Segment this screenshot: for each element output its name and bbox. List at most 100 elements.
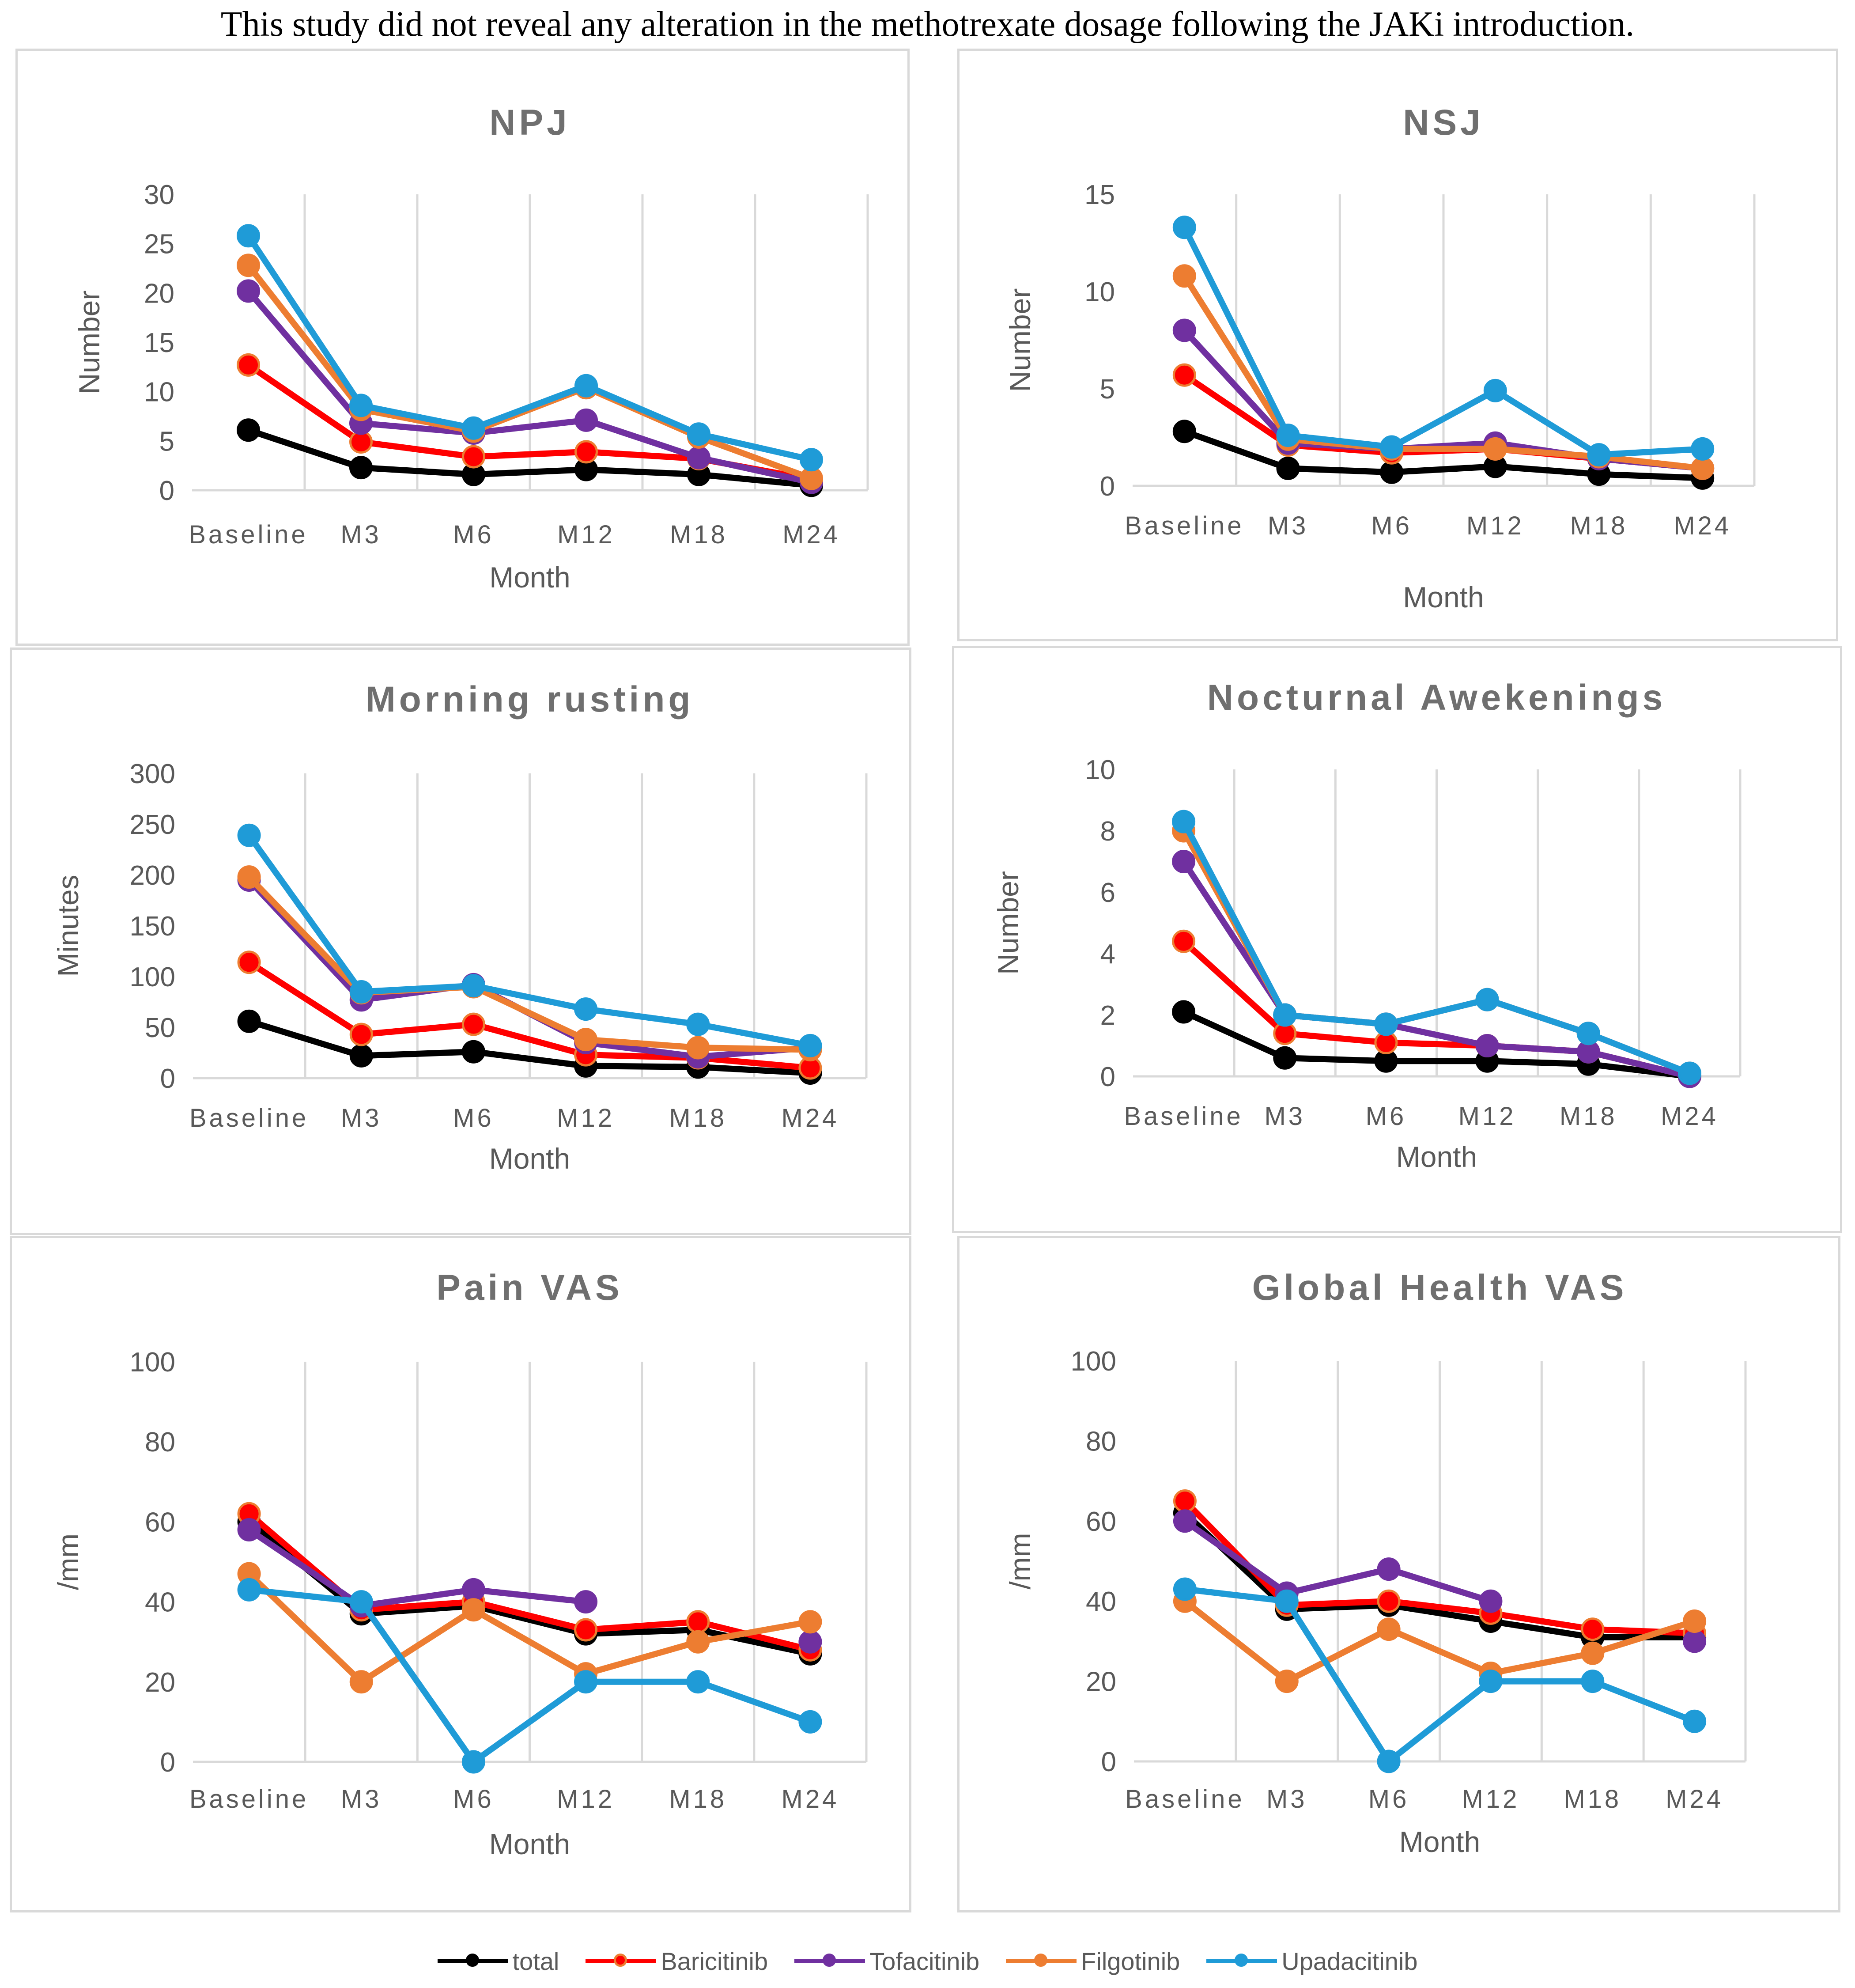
- legend-swatch: [1006, 1954, 1077, 1967]
- data-point-upadacitinib: [1275, 1589, 1299, 1613]
- x-tick-label: M3: [340, 520, 382, 549]
- legend-label: Upadacitinib: [1281, 1947, 1418, 1975]
- chart-title: Morning rusting: [365, 679, 694, 719]
- x-tick-label: Baseline: [1125, 511, 1244, 540]
- y-tick-label: 25: [144, 229, 174, 260]
- data-point-baricitinib: [574, 1618, 598, 1642]
- data-point-tofacitinib: [1479, 1589, 1503, 1613]
- y-tick-label: 80: [1086, 1426, 1116, 1457]
- y-tick-label: 250: [130, 810, 175, 840]
- data-point-upadacitinib: [687, 422, 710, 446]
- data-point-tofacitinib: [1172, 850, 1196, 873]
- legend-swatch: [1206, 1954, 1277, 1967]
- y-tick-label: 300: [130, 759, 175, 789]
- data-point-baricitinib: [1377, 1589, 1401, 1613]
- data-point-tofacitinib: [574, 408, 598, 432]
- series-line-total: [1182, 1510, 1698, 1640]
- data-point-baricitinib: [462, 445, 485, 469]
- x-tick-label: M12: [1458, 1102, 1516, 1131]
- legend-label: total: [512, 1947, 559, 1975]
- series-upadacitinib: [237, 1578, 822, 1774]
- data-point-filgotinib: [1172, 264, 1196, 288]
- x-tick-label: M6: [453, 1104, 494, 1132]
- data-point-baricitinib: [1172, 929, 1196, 953]
- chart-panel-pain-vas: Pain VAS 0 20 40 60 80 100 Baseline M3 M6 M12 M18 M2…: [10, 1236, 911, 1912]
- data-point-upadacitinib: [1683, 1709, 1707, 1733]
- data-point-filgotinib: [237, 254, 260, 277]
- series-line-total: [1181, 428, 1706, 481]
- data-point-upadacitinib: [1172, 810, 1196, 833]
- data-point-baricitinib: [686, 1610, 710, 1634]
- series-upadacitinib: [237, 823, 822, 1057]
- legend-item-tofacitinib: Tofacitinib: [794, 1947, 979, 1976]
- y-tick-label: 2: [1100, 1000, 1115, 1031]
- chart-title: Global Health VAS: [1252, 1268, 1628, 1308]
- x-tick-label: M18: [669, 1104, 727, 1132]
- series-line-total: [245, 427, 815, 488]
- legend-item-baricitinib: Baricitinib: [586, 1947, 768, 1976]
- y-tick-label: 100: [130, 962, 175, 992]
- x-tick-label: Baseline: [1125, 1785, 1244, 1814]
- data-point-upadacitinib: [1475, 988, 1499, 1011]
- chart-svg: Nocturnal Awekenings 0 2 4 6 8 10 Baseline M3 M6 M…: [992, 678, 1742, 1173]
- y-tick-label: 10: [144, 377, 174, 408]
- x-tick-label: M24: [782, 520, 840, 549]
- data-point-upadacitinib: [1479, 1670, 1503, 1693]
- y-tick-label: 10: [1085, 755, 1115, 785]
- y-tick-label: 40: [145, 1587, 175, 1618]
- y-tick-label: 200: [130, 860, 175, 891]
- chart-title: Pain VAS: [436, 1268, 623, 1308]
- data-point-upadacitinib: [1172, 216, 1196, 239]
- data-point-filgotinib: [574, 1028, 598, 1052]
- data-point-tofacitinib: [1172, 318, 1196, 342]
- data-point-tofacitinib: [237, 279, 260, 303]
- x-tick-label: M24: [1661, 1102, 1719, 1131]
- x-tick-label: M3: [341, 1785, 382, 1814]
- x-tick-label: M12: [557, 520, 615, 549]
- series-line-upadacitinib: [246, 1587, 813, 1765]
- series-line-upadacitinib: [1182, 1586, 1698, 1765]
- y-tick-label: 20: [145, 1667, 175, 1698]
- data-point-baricitinib: [461, 1012, 485, 1036]
- data-point-tofacitinib: [1173, 1509, 1197, 1533]
- data-point-upadacitinib: [237, 823, 261, 847]
- x-tick-label: M3: [341, 1104, 382, 1132]
- y-tick-label: 60: [145, 1507, 175, 1537]
- y-tick-label: 150: [130, 911, 175, 942]
- y-tick-label: 80: [145, 1427, 175, 1458]
- x-tick-label: Baseline: [189, 1785, 309, 1814]
- y-axis-label: /mm: [1004, 1533, 1036, 1589]
- y-tick-label: 5: [1100, 374, 1115, 405]
- data-point-upadacitinib: [574, 1670, 598, 1694]
- data-point-upadacitinib: [1377, 1749, 1401, 1773]
- series-upadacitinib: [1172, 810, 1701, 1085]
- data-point-upadacitinib: [461, 974, 485, 998]
- data-point-baricitinib: [237, 353, 260, 377]
- data-point-upadacitinib: [1691, 437, 1715, 461]
- data-point-baricitinib: [1172, 363, 1196, 387]
- data-point-upadacitinib: [462, 416, 485, 440]
- chart-svg: Morning rusting 0 50 100 150 200 250 300 Baselin…: [52, 679, 868, 1175]
- data-point-total: [461, 1040, 485, 1064]
- x-axis-label: Month: [489, 561, 570, 594]
- series-line-tofacitinib: [245, 288, 815, 486]
- data-point-upadacitinib: [1374, 1012, 1398, 1036]
- data-point-upadacitinib: [686, 1012, 710, 1036]
- y-tick-label: 0: [1100, 1062, 1115, 1092]
- chart-svg: Pain VAS 0 20 40 60 80 100 Baseline M3 M6 M12 M18 M2…: [52, 1268, 868, 1860]
- x-tick-label: M18: [1570, 511, 1628, 540]
- legend-label: Tofacitinib: [869, 1947, 980, 1975]
- series-line-upadacitinib: [1180, 818, 1693, 1077]
- data-point-filgotinib: [1275, 1670, 1299, 1693]
- series-tofacitinib: [1173, 1509, 1707, 1653]
- y-tick-label: 6: [1100, 878, 1115, 908]
- data-point-tofacitinib: [461, 1578, 485, 1602]
- y-tick-label: 100: [1071, 1346, 1116, 1377]
- series-line-filgotinib: [246, 874, 813, 1053]
- data-point-upadacitinib: [1276, 424, 1300, 447]
- y-tick-label: 20: [1086, 1667, 1116, 1697]
- chart-svg: NPJ 0 5 10 15 20 25 30 Baseline M3 M6 M12 M18 M24 Mont…: [73, 102, 869, 594]
- legend-item-total: total: [437, 1947, 559, 1976]
- data-point-filgotinib: [1683, 1609, 1707, 1633]
- chart-panel-morning-rusting: Morning rusting 0 50 100 150 200 250 300 Baselin…: [10, 648, 911, 1235]
